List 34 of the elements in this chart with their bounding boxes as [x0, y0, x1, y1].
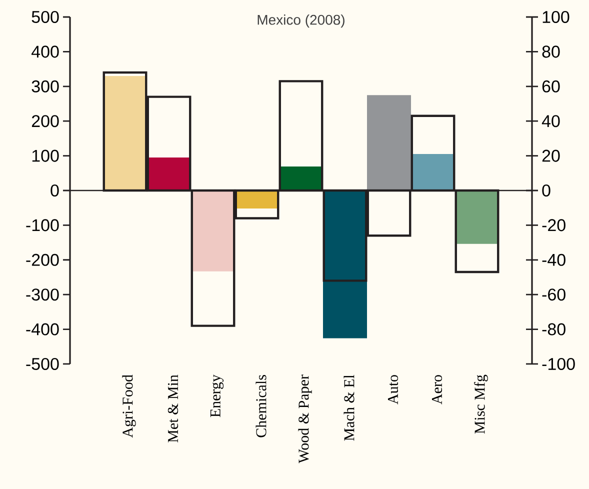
y-tick-label: -500 [26, 358, 59, 370]
y2-tick-label: -60 [542, 288, 566, 301]
y2-tick-label: 60 [542, 80, 560, 92]
x-tick-label: Aero [432, 375, 442, 404]
x-tick-label: Met & Min [168, 374, 178, 442]
chart-title: Mexico (2008) [258, 14, 344, 28]
bar [323, 190, 368, 338]
x-tick-label: Auto [388, 375, 398, 404]
y2-tick-label: -100 [542, 358, 575, 370]
y2-tick-label: -40 [542, 254, 566, 266]
bar [367, 95, 412, 190]
y-tick-label: 500 [32, 10, 59, 24]
y2-tick-label: 100 [542, 10, 570, 24]
y2-tick-label: -80 [542, 323, 566, 336]
y-tick-label: 300 [32, 80, 59, 92]
y2-tick-label: 20 [542, 150, 560, 162]
x-tick-label: Chemicals [256, 375, 266, 438]
y-tick-label: 400 [32, 46, 59, 58]
y2-tick-label: 80 [542, 46, 560, 58]
y2-tick-label: 0 [542, 184, 550, 197]
x-tick-label: Wood & Paper [298, 374, 312, 464]
y-tick-label: -400 [26, 323, 59, 336]
x-tick-label: Energy [210, 374, 224, 418]
y-tick-label: 200 [32, 115, 59, 128]
y-tick-label: -100 [26, 219, 59, 232]
y-tick-label: 0 [50, 184, 59, 197]
y-tick-label: -300 [26, 288, 59, 301]
x-tick-label: Mach & El [344, 374, 354, 441]
y2-tick-label: -20 [542, 219, 566, 232]
y-tick-label: -200 [26, 254, 59, 266]
x-tick-label: Misc Mfg [474, 374, 488, 434]
y2-tick-label: 40 [542, 115, 560, 128]
x-tick-label: Agri-Food [122, 374, 136, 438]
y-tick-label: 100 [32, 150, 59, 162]
